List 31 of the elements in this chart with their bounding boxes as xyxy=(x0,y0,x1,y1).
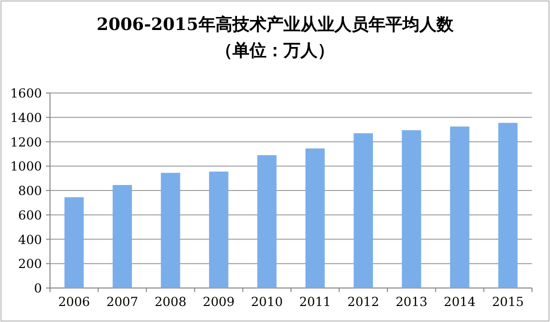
x-tick-label: 2014 xyxy=(444,294,476,309)
x-tick-label: 2006 xyxy=(58,294,90,309)
chart-title: 2006-2015年高技术产业从业人员年平均人数 xyxy=(96,15,454,35)
bar xyxy=(402,130,422,288)
y-tick-label: 1400 xyxy=(10,110,42,125)
x-tick-label: 2008 xyxy=(154,294,186,309)
y-tick-label: 200 xyxy=(18,256,42,272)
bar xyxy=(450,126,470,288)
x-tick-label: 2009 xyxy=(202,294,235,309)
x-tick-label: 2007 xyxy=(106,294,138,309)
chart-subtitle: （单位：万人） xyxy=(216,41,334,61)
y-tick-label: 800 xyxy=(18,183,42,198)
x-tick-label: 2015 xyxy=(492,294,524,309)
y-tick-label: 400 xyxy=(18,232,42,247)
bar xyxy=(498,122,518,288)
x-tick-label: 2011 xyxy=(299,294,332,309)
bar xyxy=(160,172,180,288)
x-tick-label: 2012 xyxy=(347,294,380,309)
bar xyxy=(64,197,84,288)
y-tick-label: 1000 xyxy=(10,158,42,174)
y-tick-label: 0 xyxy=(34,280,42,296)
bar xyxy=(305,148,325,288)
x-tick-label: 2010 xyxy=(250,294,283,309)
bar xyxy=(209,172,228,288)
y-tick-label: 1200 xyxy=(10,134,42,150)
bar xyxy=(257,155,277,288)
bar xyxy=(112,185,132,288)
bar xyxy=(354,133,373,288)
y-tick-label: 600 xyxy=(18,207,42,222)
x-tick-label: 2013 xyxy=(396,294,428,309)
y-tick-label: 1600 xyxy=(10,86,42,100)
